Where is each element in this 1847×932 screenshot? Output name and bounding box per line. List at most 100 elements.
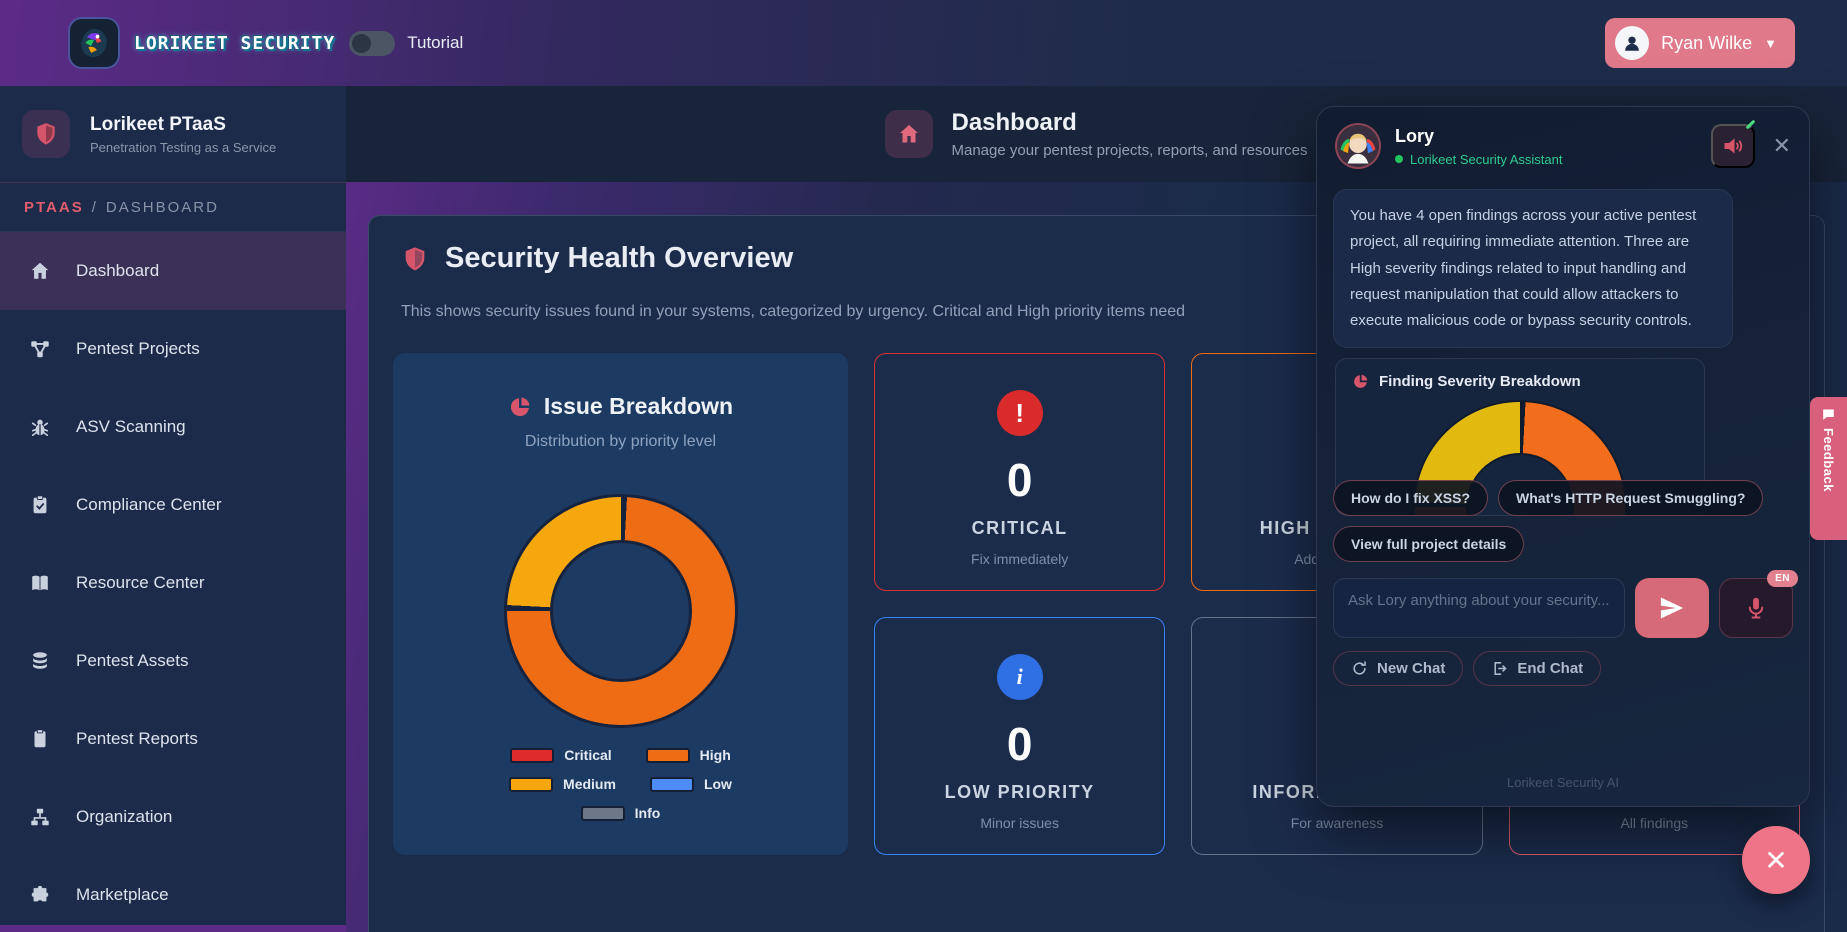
product-name: Lorikeet PTaaS (90, 113, 226, 135)
user-menu-button[interactable]: Ryan Wilke ▼ (1605, 18, 1795, 68)
sidebar-item-pentest-reports[interactable]: Pentest Reports (0, 700, 346, 778)
assistant-name: Lory (1395, 125, 1435, 146)
lorikeet-bird-icon (70, 19, 118, 67)
assistant-avatar (1335, 123, 1381, 169)
exclamation-circle-icon: ! (996, 390, 1043, 436)
speaker-notification-mark (1745, 119, 1756, 130)
legend-swatch-medium (509, 776, 554, 792)
legend-swatch-low (649, 776, 694, 792)
page-subtitle: Manage your pentest projects, reports, a… (951, 142, 1308, 159)
product-header: Lorikeet PTaaS Penetration Testing as a … (0, 86, 346, 182)
user-avatar-icon (1615, 26, 1650, 60)
sidebar-item-asv-scanning[interactable]: ASV Scanning (0, 388, 346, 466)
sidebar-item-dashboard[interactable]: Dashboard (0, 232, 346, 310)
puzzle-icon (28, 883, 52, 907)
close-icon[interactable]: ✕ (1772, 133, 1791, 158)
close-chat-fab[interactable]: ✕ (1742, 826, 1810, 894)
stat-card-low-priority: i 0 LOW PRIORITY Minor issues (874, 617, 1166, 855)
legend-item-medium: Medium (509, 776, 616, 792)
sidebar-item-label: Compliance Center (76, 495, 222, 514)
chat-input-row: EN (1333, 570, 1798, 639)
book-open-icon (28, 571, 52, 595)
microphone-button[interactable]: EN (1719, 570, 1798, 639)
page-title: Dashboard (951, 109, 1077, 136)
shield-icon (405, 246, 425, 270)
stat-card-critical: ! 0 CRITICAL Fix immediately (874, 353, 1166, 591)
home-icon (28, 259, 52, 283)
sidebar-item-label: Pentest Reports (76, 729, 198, 748)
sidebar-item-label: Marketplace (76, 885, 169, 904)
quick-reply-chip[interactable]: View full project details (1333, 526, 1525, 563)
new-chat-button[interactable]: New Chat (1333, 651, 1464, 687)
legend-item-low: Low (649, 776, 732, 792)
legend-swatch-high (645, 747, 690, 763)
feedback-tab[interactable]: Feedback (1810, 397, 1847, 540)
shield-icon (22, 110, 70, 158)
stat-sublabel: For awareness (1290, 815, 1384, 831)
tutorial-toggle[interactable] (349, 30, 396, 56)
sound-toggle-button[interactable] (1710, 119, 1756, 168)
legend-swatch-critical (510, 747, 555, 763)
overview-title-row: Security Health Overview (393, 242, 1800, 275)
product-tagline: Penetration Testing as a Service (90, 139, 277, 155)
sidebar-item-organization[interactable]: Organization (0, 778, 346, 856)
sidebar-item-label: Resource Center (76, 573, 205, 592)
microphone-icon (1748, 597, 1764, 619)
online-status-dot (1395, 155, 1403, 163)
sidebar: Lorikeet PTaaS Penetration Testing as a … (0, 86, 346, 932)
app-logo[interactable]: LORIKEET SECURITY (70, 19, 335, 67)
info-circle-icon: i (996, 654, 1043, 700)
stat-value: 0 (1006, 454, 1033, 506)
chat-header-actions: ✕ (1710, 119, 1791, 168)
brand-name: LORIKEET SECURITY (134, 32, 336, 54)
chart-legend: Critical High Medium (413, 747, 828, 821)
chevron-down-icon: ▼ (1764, 35, 1777, 51)
sidebar-item-compliance-center[interactable]: Compliance Center (0, 466, 346, 544)
legend-item-info: Info (580, 805, 660, 821)
language-badge: EN (1767, 570, 1798, 588)
paper-plane-icon (1660, 597, 1684, 619)
top-bar: LORIKEET SECURITY Tutorial Ryan Wilke ▼ (0, 0, 1847, 86)
quick-reply-chip[interactable]: What's HTTP Request Smuggling? (1498, 480, 1764, 517)
legend-item-critical: Critical (510, 747, 612, 763)
overview-title: Security Health Overview (445, 242, 794, 274)
toggle-knob-icon (352, 33, 372, 53)
database-icon (28, 649, 52, 673)
user-name: Ryan Wilke (1661, 32, 1753, 53)
sidebar-item-resource-center[interactable]: Resource Center (0, 544, 346, 622)
stat-sublabel: Fix immediately (971, 551, 1069, 567)
clipboard-icon (28, 727, 52, 751)
tutorial-control: Tutorial (349, 30, 463, 56)
sidebar-item-pentest-projects[interactable]: Pentest Projects (0, 310, 346, 388)
quick-reply-chip[interactable]: How do I fix XSS? (1333, 480, 1489, 517)
assistant-message: You have 4 open findings across your act… (1333, 189, 1733, 349)
chat-message-input[interactable] (1333, 578, 1625, 639)
breadcrumb-section[interactable]: PTAAS (24, 198, 84, 216)
stat-sublabel: Minor issues (980, 815, 1059, 831)
issue-breakdown-donut-chart (506, 497, 735, 725)
breadcrumb: PTAAS / DASHBOARD (0, 182, 346, 232)
chat-footer-brand: Lorikeet Security AI (1507, 775, 1619, 790)
legend-item-high: High (645, 747, 731, 763)
sidebar-item-label: Pentest Projects (76, 339, 200, 358)
end-chat-button[interactable]: End Chat (1473, 651, 1602, 687)
breadcrumb-page: DASHBOARD (105, 198, 219, 216)
sidebar-item-label: Pentest Assets (76, 651, 189, 670)
stat-sublabel: All findings (1620, 815, 1689, 831)
speaker-icon (1724, 138, 1742, 154)
refresh-icon (1353, 661, 1366, 675)
stat-value: 0 (1006, 718, 1033, 770)
chat-header: Lory Lorikeet Security Assistant ✕ (1333, 119, 1793, 181)
sidebar-item-label: Dashboard (76, 261, 160, 280)
product-text: Lorikeet PTaaS Penetration Testing as a … (90, 114, 276, 155)
chart-subtitle: Distribution by priority level (524, 433, 717, 450)
chart-title: Issue Breakdown (543, 393, 734, 419)
sidebar-item-marketplace[interactable]: Marketplace (0, 856, 346, 932)
legend-swatch-info (580, 805, 625, 821)
exit-icon (1494, 662, 1507, 676)
sidebar-item-label: ASV Scanning (76, 417, 186, 436)
sidebar-item-pentest-assets[interactable]: Pentest Assets (0, 622, 346, 700)
send-button[interactable] (1635, 578, 1709, 639)
sidebar-item-label: Organization (76, 807, 173, 826)
